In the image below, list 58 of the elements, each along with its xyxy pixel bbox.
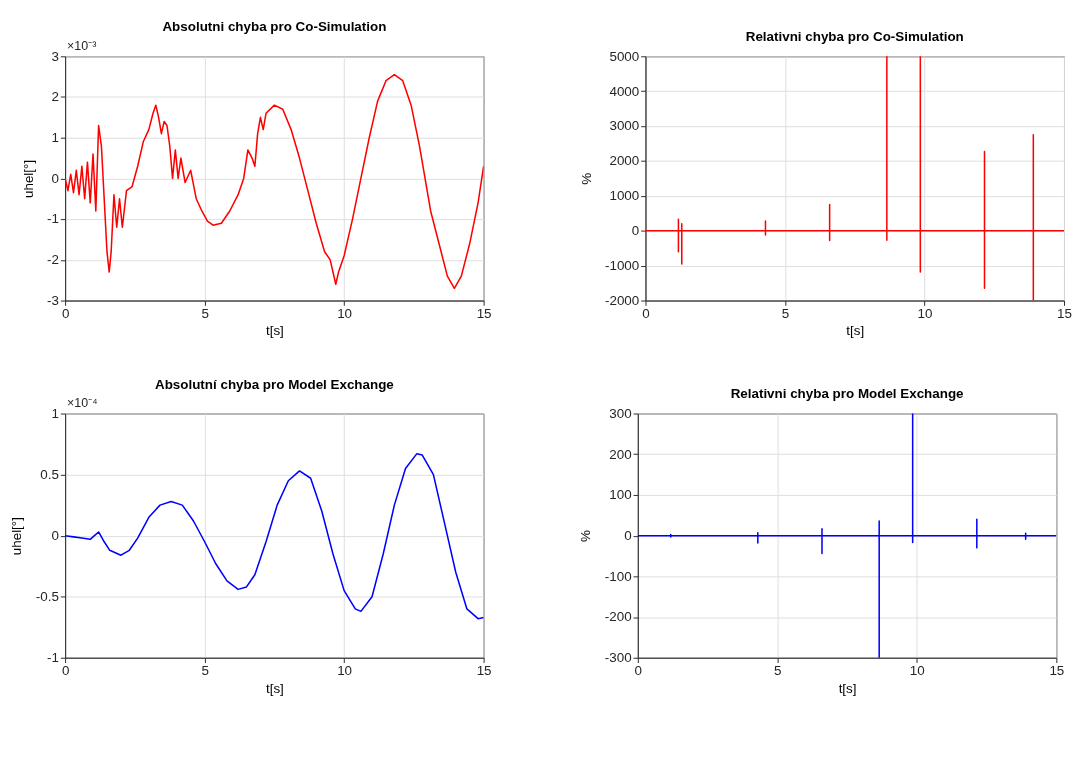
x-tick-label: 15: [476, 306, 492, 322]
y-tick-label: -1: [46, 211, 59, 227]
x-tick-label: 0: [61, 663, 70, 679]
x-tick-label: 0: [61, 306, 70, 322]
x-tick-label: 10: [917, 306, 933, 322]
y-tick-label: -1000: [605, 257, 640, 273]
x-tick-label: 15: [1057, 306, 1072, 322]
y-tick-label: 0: [624, 527, 632, 543]
x-tick-label: 15: [476, 663, 492, 679]
y-axis-title: uhel[°]: [9, 517, 25, 556]
chart-title: Relativni chyba pro Co-Simulation: [745, 29, 964, 44]
y-tick-label: -100: [604, 568, 632, 584]
y-tick-label: -1: [46, 650, 59, 666]
y-tick-label: 0.5: [40, 466, 59, 482]
y-tick-label: 300: [609, 405, 632, 421]
x-tick-label: 10: [337, 663, 353, 679]
x-tick-label: 10: [337, 306, 353, 322]
x-tick-label: 5: [781, 306, 790, 322]
y-tick-label: 1: [51, 405, 59, 421]
x-tick-label: 15: [1049, 663, 1065, 679]
y-tick-label: 200: [609, 446, 632, 462]
x-axis-title: t[s]: [265, 323, 284, 339]
y-tick-label: 4000: [609, 83, 640, 99]
x-tick-label: 10: [909, 663, 925, 679]
y-tick-label: -2: [46, 252, 59, 268]
y-axis-title: %: [578, 530, 594, 543]
x-tick-label: 5: [201, 306, 209, 322]
y-tick-label: -2000: [605, 292, 640, 308]
x-tick-label: 5: [774, 663, 782, 679]
y-tick-label: -3: [46, 292, 59, 308]
text: ×10⁻⁴: [67, 395, 98, 410]
y-tick-label: -300: [604, 650, 632, 666]
y-tick-label: 1: [51, 130, 59, 146]
x-axis-title: t[s]: [846, 323, 865, 339]
y-tick-label: 0: [51, 527, 59, 543]
y-tick-label: -0.5: [35, 589, 59, 605]
y-tick-label: 2000: [609, 153, 640, 169]
y-tick-label: 0: [631, 223, 640, 239]
y-tick-label: 3: [51, 48, 59, 64]
y-tick-label: 100: [609, 487, 632, 503]
y-tick-label: -200: [604, 609, 632, 625]
y-tick-label: 1000: [609, 188, 640, 204]
y-tick-label: 0: [51, 170, 59, 186]
y-tick-label: 5000: [609, 48, 640, 64]
line-series: [65, 73, 484, 290]
chart-title: Absolutní chyba pro Model Exchange: [154, 376, 394, 392]
y-tick-label: 2: [51, 89, 59, 105]
x-tick-label: 0: [642, 306, 650, 322]
x-axis-title: t[s]: [265, 680, 284, 696]
x-axis-title: t[s]: [838, 680, 857, 696]
text: ×10⁻³: [67, 38, 97, 53]
chart-title: Absolutni chyba pro Co-Simulation: [162, 19, 387, 35]
y-tick-label: 3000: [609, 118, 640, 134]
line-series: [65, 453, 484, 620]
x-tick-label: 5: [201, 663, 209, 679]
y-axis-title: %: [578, 172, 594, 185]
chart-title: Relativni chyba pro Model Exchange: [730, 386, 964, 402]
y-axis-title: uhel[°]: [20, 159, 36, 198]
